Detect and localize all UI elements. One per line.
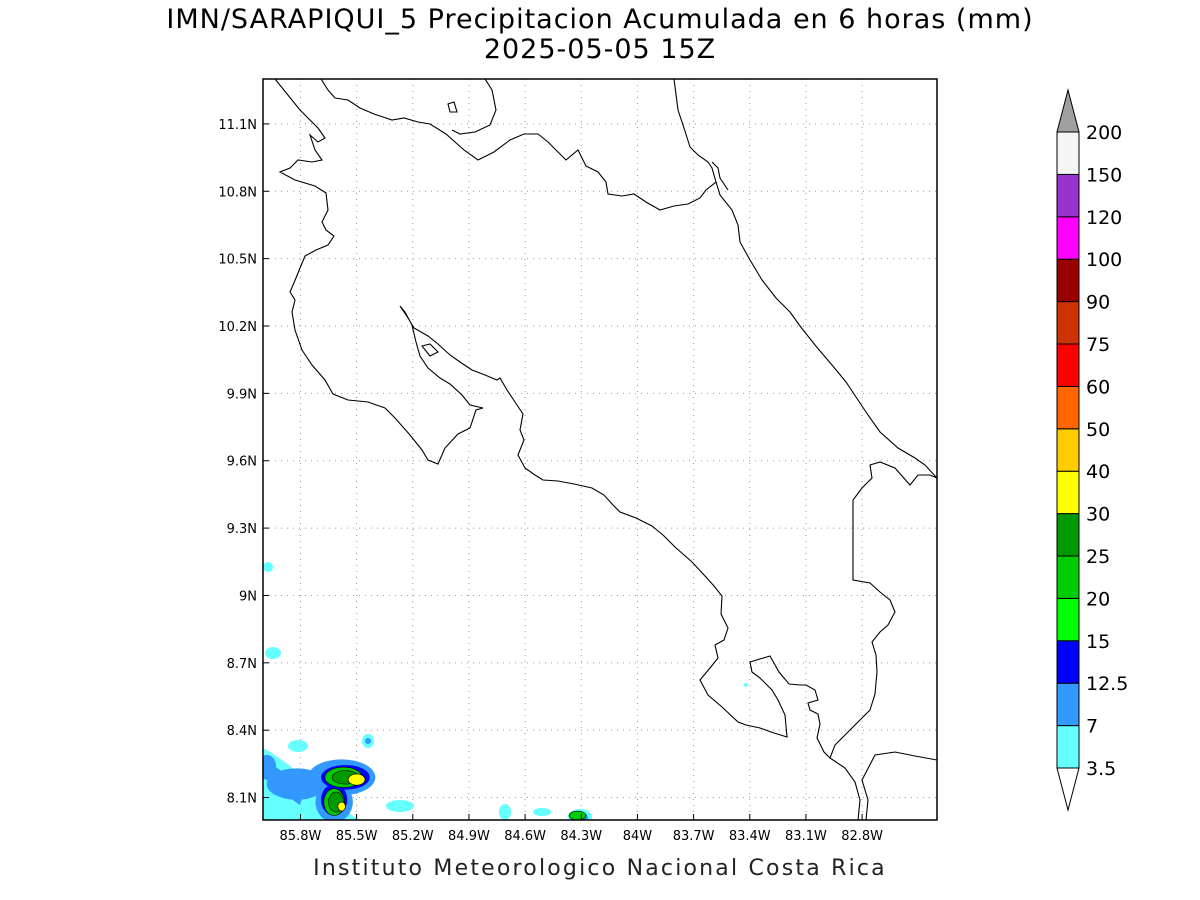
- lat-tick-label: 8.7N: [227, 657, 257, 672]
- colorbar-extend-high: [1056, 88, 1080, 133]
- colorbar-label: 25: [1086, 546, 1110, 568]
- longitude-ticks: 85.8W 85.5W 85.2W 84.9W 84.6W 84.3W 84W 83.7W 83…: [280, 814, 883, 844]
- lon-tick-label: 83.7W: [673, 829, 715, 844]
- colorbar-label: 75: [1086, 334, 1110, 356]
- colorbar-segment: [1056, 301, 1080, 345]
- colorbar-segment: [1056, 640, 1080, 684]
- map-date: 2025-05-05 15Z: [483, 34, 717, 65]
- map-background: [263, 79, 937, 820]
- precip-cell: [744, 683, 748, 687]
- footer-credit: Instituto Meteorologico Nacional Costa R…: [313, 856, 887, 881]
- coastline: [274, 79, 937, 820]
- colorbar-segment: [1056, 428, 1080, 472]
- colorbar-segment: [1056, 173, 1080, 218]
- lon-tick-label: 85.8W: [280, 829, 322, 844]
- colorbar-segment: [1056, 555, 1080, 599]
- colorbar-segment: [1056, 216, 1080, 260]
- colorbar-segment: [1056, 131, 1080, 175]
- colorbar-label: 200: [1086, 122, 1122, 144]
- precip-cell: [263, 562, 273, 572]
- precip-cell: [386, 800, 414, 812]
- precip-cell: [499, 804, 511, 820]
- colorbar-segment: [1056, 470, 1080, 515]
- colorbar-label: 50: [1086, 419, 1110, 441]
- colorbar-segment: [1056, 258, 1080, 303]
- colorbar-label: 7: [1086, 716, 1098, 738]
- lon-tick-label: 83.4W: [729, 829, 771, 844]
- colorbar-label: 3.5: [1086, 758, 1116, 780]
- colorbar-segment: [1056, 385, 1080, 430]
- lon-tick-label: 83.1W: [785, 829, 827, 844]
- lat-tick-label: 9N: [239, 589, 257, 604]
- lon-tick-label: 84W: [623, 829, 653, 844]
- colorbar-segment: [1056, 725, 1080, 769]
- latitude-ticks: 11.1N 10.8N 10.5N 10.2N 9.9N 9.6N 9.3N 9N 8.7N 8.…: [218, 118, 269, 807]
- colorbar-label: 12.5: [1086, 673, 1128, 695]
- colorbar-label: 90: [1086, 292, 1110, 314]
- colorbar-label: 60: [1086, 376, 1110, 398]
- map-frame: [262, 78, 938, 821]
- lat-tick-label: 9.3N: [227, 522, 257, 537]
- lon-tick-label: 84.3W: [560, 829, 602, 844]
- colorbar-label: 30: [1086, 504, 1110, 526]
- lon-tick-label: 85.5W: [336, 829, 378, 844]
- colorbar-segment: [1056, 682, 1080, 727]
- lon-tick-label: 82.8W: [841, 829, 883, 844]
- colorbar-segment: [1056, 513, 1080, 557]
- precip-cell: [347, 773, 366, 786]
- lat-tick-label: 10.5N: [218, 253, 257, 268]
- precip-cell: [568, 810, 587, 820]
- lon-tick-label: 85.2W: [392, 829, 434, 844]
- colorbar-label: 40: [1086, 461, 1110, 483]
- colorbar-label: 150: [1086, 164, 1122, 186]
- lon-tick-label: 84.9W: [448, 829, 490, 844]
- lat-tick-label: 10.2N: [218, 320, 257, 335]
- colorbar: 3.5 7 12.5 15 20 25 30 40 50 60 75 90 100 120 150 200: [1056, 88, 1128, 812]
- colorbar-segment: [1056, 343, 1080, 387]
- precip-cell: [265, 647, 281, 659]
- colorbar-label: 15: [1086, 631, 1110, 653]
- colorbar-label: 100: [1086, 249, 1122, 271]
- lat-tick-label: 10.8N: [218, 185, 257, 200]
- precip-cell: [365, 738, 371, 744]
- lat-tick-label: 9.9N: [227, 387, 257, 402]
- colorbar-segment: [1056, 597, 1080, 642]
- precip-cell: [288, 740, 308, 752]
- lat-tick-label: 8.1N: [227, 792, 257, 807]
- lat-tick-label: 8.4N: [227, 724, 257, 739]
- colorbar-label: 20: [1086, 588, 1110, 610]
- precip-cell: [263, 754, 277, 778]
- lon-tick-label: 84.6W: [504, 829, 546, 844]
- colorbar-extend-low: [1056, 767, 1080, 812]
- map-gridlines: [263, 79, 937, 820]
- lat-tick-label: 11.1N: [218, 118, 257, 133]
- lat-tick-label: 9.6N: [227, 455, 257, 470]
- precipitation-field: [263, 562, 748, 820]
- precip-cell: [533, 808, 551, 816]
- colorbar-label: 120: [1086, 207, 1122, 229]
- map-title: IMN/SARAPIQUI_5 Precipitacion Acumulada …: [166, 4, 1034, 35]
- precip-cell: [337, 801, 346, 812]
